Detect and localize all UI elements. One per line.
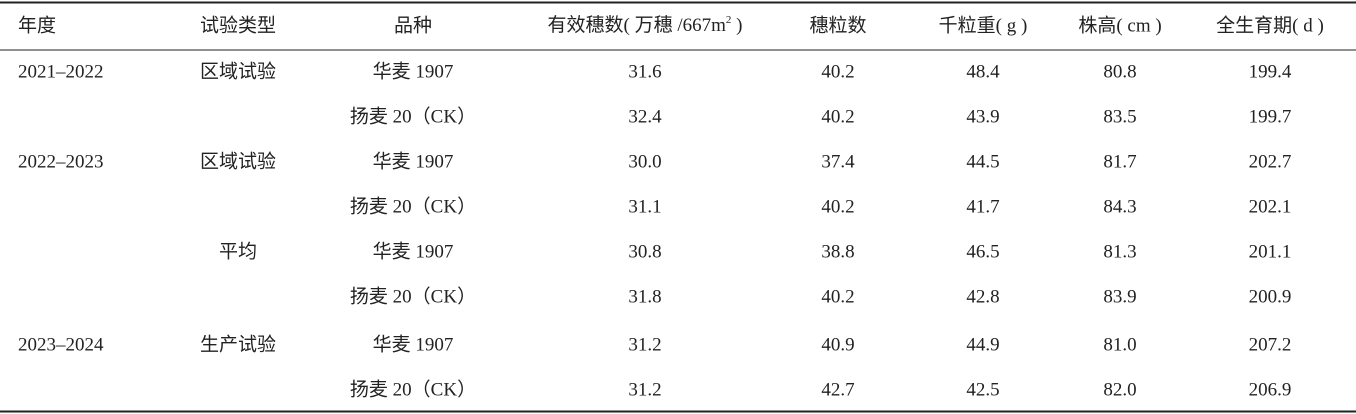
cell: 2023–2024 bbox=[18, 334, 104, 355]
cell: 206.9 bbox=[1249, 379, 1292, 400]
cell: 32.4 bbox=[628, 106, 662, 127]
cell: 201.1 bbox=[1249, 241, 1292, 262]
cell: 82.0 bbox=[1103, 379, 1136, 400]
header-cell: 全生育期( d ) bbox=[1216, 14, 1324, 36]
cell: 42.7 bbox=[821, 379, 854, 400]
cell: 华麦 1907 bbox=[373, 150, 454, 172]
cell: 平均 bbox=[219, 240, 257, 262]
cell: 44.9 bbox=[966, 334, 999, 355]
cell: 42.8 bbox=[966, 286, 999, 307]
cell: 83.9 bbox=[1103, 286, 1136, 307]
header-cell: 年度 bbox=[18, 14, 56, 36]
cell: 30.0 bbox=[628, 151, 661, 172]
cell: 41.7 bbox=[966, 196, 999, 217]
header-text: 有效穗数( 万穗 /667m bbox=[548, 14, 727, 36]
cell: 扬麦 20（CK） bbox=[350, 378, 476, 400]
cell: 207.2 bbox=[1249, 334, 1292, 355]
header-cell: 株高( cm ) bbox=[1078, 14, 1161, 36]
cell: 生产试验 bbox=[200, 333, 276, 355]
header-cell: 千粒重( g ) bbox=[939, 14, 1028, 36]
header-cell: 品种 bbox=[394, 14, 432, 36]
cell: 扬麦 20（CK） bbox=[350, 105, 476, 127]
header-sup: 2 bbox=[726, 14, 732, 26]
cell: 81.7 bbox=[1103, 151, 1136, 172]
cell: 83.5 bbox=[1103, 106, 1136, 127]
cell: 华麦 1907 bbox=[373, 240, 454, 262]
cell: 扬麦 20（CK） bbox=[350, 195, 476, 217]
cell: 扬麦 20（CK） bbox=[350, 285, 476, 307]
cell: 华麦 1907 bbox=[373, 60, 454, 82]
cell: 44.5 bbox=[966, 151, 999, 172]
cell: 2021–2022 bbox=[18, 61, 104, 82]
header-cell: 试验类型 bbox=[200, 14, 276, 36]
cell: 37.4 bbox=[821, 151, 855, 172]
cell: 30.8 bbox=[628, 241, 661, 262]
cell: 202.1 bbox=[1249, 196, 1292, 217]
cell: 区域试验 bbox=[200, 150, 276, 172]
cell: 40.2 bbox=[821, 106, 854, 127]
header-tail: ) bbox=[731, 15, 742, 36]
cell: 42.5 bbox=[966, 379, 999, 400]
cell: 81.3 bbox=[1103, 241, 1136, 262]
header-cell: 有效穗数( 万穗 /667m2 ) bbox=[548, 14, 743, 37]
cell: 2022–2023 bbox=[18, 151, 104, 172]
cell: 40.2 bbox=[821, 286, 854, 307]
cell: 43.9 bbox=[966, 106, 999, 127]
cell: 40.2 bbox=[821, 196, 854, 217]
cell: 200.9 bbox=[1249, 286, 1292, 307]
cell: 46.5 bbox=[966, 241, 999, 262]
cell: 31.8 bbox=[628, 286, 661, 307]
cell: 华麦 1907 bbox=[373, 333, 454, 355]
cell: 31.2 bbox=[628, 334, 661, 355]
cell: 31.6 bbox=[628, 61, 661, 82]
cell: 84.3 bbox=[1103, 196, 1136, 217]
cell: 80.8 bbox=[1103, 61, 1136, 82]
cell: 31.2 bbox=[628, 379, 661, 400]
cell: 31.1 bbox=[628, 196, 661, 217]
cell: 40.2 bbox=[821, 61, 854, 82]
header-cell: 穗粒数 bbox=[809, 14, 866, 36]
cell: 199.7 bbox=[1249, 106, 1292, 127]
cell: 40.9 bbox=[821, 334, 854, 355]
cell: 199.4 bbox=[1249, 61, 1292, 82]
cell: 38.8 bbox=[821, 241, 854, 262]
cell: 48.4 bbox=[966, 61, 1000, 82]
cell: 202.7 bbox=[1249, 151, 1292, 172]
cell: 区域试验 bbox=[200, 60, 276, 82]
cell: 81.0 bbox=[1103, 334, 1136, 355]
